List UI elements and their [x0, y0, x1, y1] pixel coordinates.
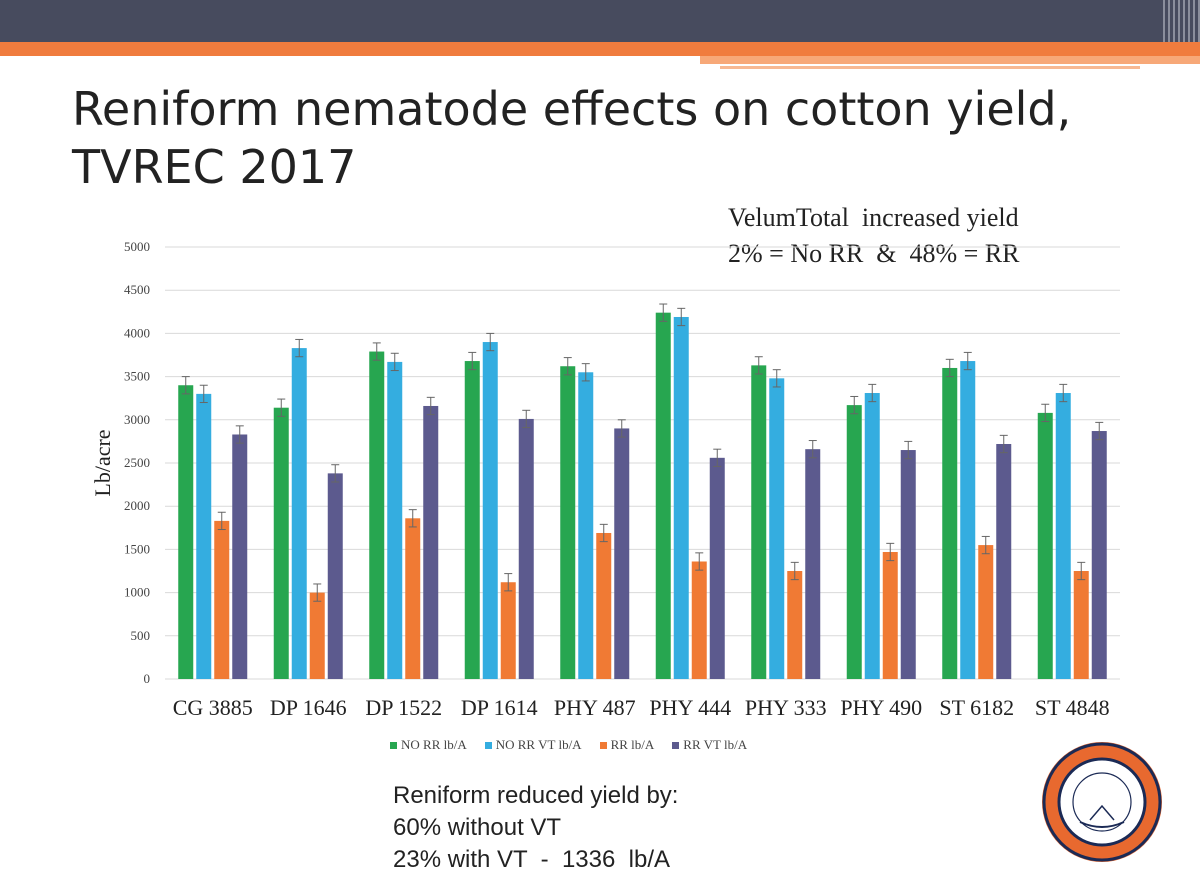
summary-line1: Reniform reduced yield by:: [393, 782, 679, 809]
bar-2-6: [787, 571, 803, 679]
bar-1-1: [291, 348, 307, 679]
x-category-label: CG 3885: [173, 695, 253, 720]
bar-1-8: [960, 361, 976, 679]
summary-text: Reniform reduced yield by: 60% without V…: [393, 780, 678, 876]
y-axis-label: Lb/acre: [90, 429, 115, 496]
legend-swatch-no-rr-vt: [484, 741, 492, 749]
legend-label-rr: RR lb/A: [610, 737, 655, 752]
bar-1-3: [482, 342, 498, 679]
legend-label-no-rr-vt: NO RR VT lb/A: [495, 737, 582, 752]
header-band-accent: [700, 56, 1200, 64]
header-band-line: [720, 66, 1140, 69]
bar-1-0: [196, 393, 212, 679]
y-tick-label: 1000: [124, 585, 150, 600]
x-category-label: PHY 487: [554, 695, 636, 720]
bar-1-5: [673, 316, 689, 679]
bar-0-8: [942, 367, 958, 679]
bar-0-5: [655, 312, 671, 679]
summary-line2: 60% without VT: [393, 814, 562, 841]
legend-label-no-rr: NO RR lb/A: [401, 737, 467, 752]
bar-2-0: [214, 520, 230, 679]
y-tick-label: 0: [144, 671, 151, 686]
bar-0-3: [464, 361, 480, 679]
bar-3-2: [423, 405, 439, 679]
bar-3-8: [996, 443, 1012, 679]
slide-title-line2: TVREC 2017: [72, 140, 357, 194]
bar-1-2: [387, 361, 403, 679]
chart-legend: NO RR lb/A NO RR VT lb/A RR lb/A RR VT l…: [390, 737, 747, 753]
legend-item-rr: RR lb/A: [599, 737, 655, 753]
bar-0-1: [273, 407, 289, 679]
y-tick-label: 500: [131, 628, 151, 643]
bar-3-7: [900, 450, 916, 679]
bar-3-1: [327, 473, 343, 679]
bar-1-4: [578, 372, 594, 679]
legend-item-no-rr-vt: NO RR VT lb/A: [484, 737, 582, 753]
bar-3-0: [232, 434, 248, 679]
legend-item-no-rr: NO RR lb/A: [390, 737, 467, 753]
bar-2-4: [596, 532, 612, 679]
bar-0-4: [560, 366, 576, 679]
header-stripes: [1160, 0, 1200, 42]
bar-1-7: [864, 393, 880, 679]
y-tick-label: 4000: [124, 325, 150, 340]
bar-3-6: [805, 449, 821, 679]
bar-1-6: [769, 378, 785, 679]
legend-swatch-no-rr: [390, 741, 397, 749]
bar-1-9: [1055, 393, 1071, 679]
x-category-label: ST 6182: [939, 695, 1014, 720]
x-category-label: PHY 490: [840, 695, 922, 720]
y-tick-label: 2500: [124, 455, 150, 470]
x-category-label: ST 4848: [1035, 695, 1110, 720]
y-tick-label: 5000: [124, 239, 150, 254]
bar-2-7: [882, 551, 898, 679]
bar-3-4: [614, 428, 630, 679]
x-category-label: DP 1522: [365, 695, 442, 720]
slide-title: Reniform nematode effects on cotton yiel…: [72, 80, 1172, 196]
y-tick-label: 4500: [124, 282, 150, 297]
x-category-label: DP 1614: [461, 695, 538, 720]
bar-2-3: [500, 582, 516, 679]
x-category-label: DP 1646: [270, 695, 347, 720]
slide-title-line1: Reniform nematode effects on cotton yiel…: [72, 82, 1072, 136]
bar-3-3: [518, 418, 534, 679]
bar-3-5: [709, 457, 725, 679]
x-category-label: PHY 333: [745, 695, 827, 720]
y-tick-label: 3000: [124, 412, 150, 427]
header-band-dark: [0, 0, 1160, 42]
y-tick-label: 1500: [124, 541, 150, 556]
summary-line3: 23% with VT - 1336 lb/A: [393, 846, 671, 873]
bar-2-2: [405, 518, 421, 679]
bar-0-7: [846, 405, 862, 679]
legend-swatch-rr: [599, 741, 607, 749]
bar-0-9: [1037, 412, 1053, 679]
velumtotal-annotation: VelumTotal increased yield 2% = No RR & …: [728, 200, 1148, 272]
bar-0-0: [178, 385, 194, 679]
annotation-line1: VelumTotal increased yield: [728, 203, 1019, 232]
bar-0-2: [369, 351, 385, 679]
legend-label-rr-vt: RR VT lb/A: [683, 737, 748, 752]
annotation-line2: 2% = No RR & 48% = RR: [728, 239, 1020, 268]
yield-bar-chart: 0 500 1000 1500 2000 2500 3000 3500 4000 4500 5000…: [90, 239, 1120, 720]
bar-2-1: [309, 592, 325, 679]
bar-3-9: [1091, 431, 1107, 679]
bar-2-9: [1073, 571, 1089, 679]
bar-0-6: [751, 365, 767, 679]
auburn-university-seal: [1042, 742, 1162, 862]
y-tick-label: 2000: [124, 498, 150, 513]
header-band-orange: [0, 42, 1200, 56]
legend-item-rr-vt: RR VT lb/A: [672, 737, 747, 753]
legend-swatch-rr-vt: [672, 741, 680, 749]
y-tick-label: 3500: [124, 369, 150, 384]
x-category-label: PHY 444: [649, 695, 731, 720]
bar-2-8: [978, 545, 994, 679]
bar-2-5: [691, 561, 707, 679]
